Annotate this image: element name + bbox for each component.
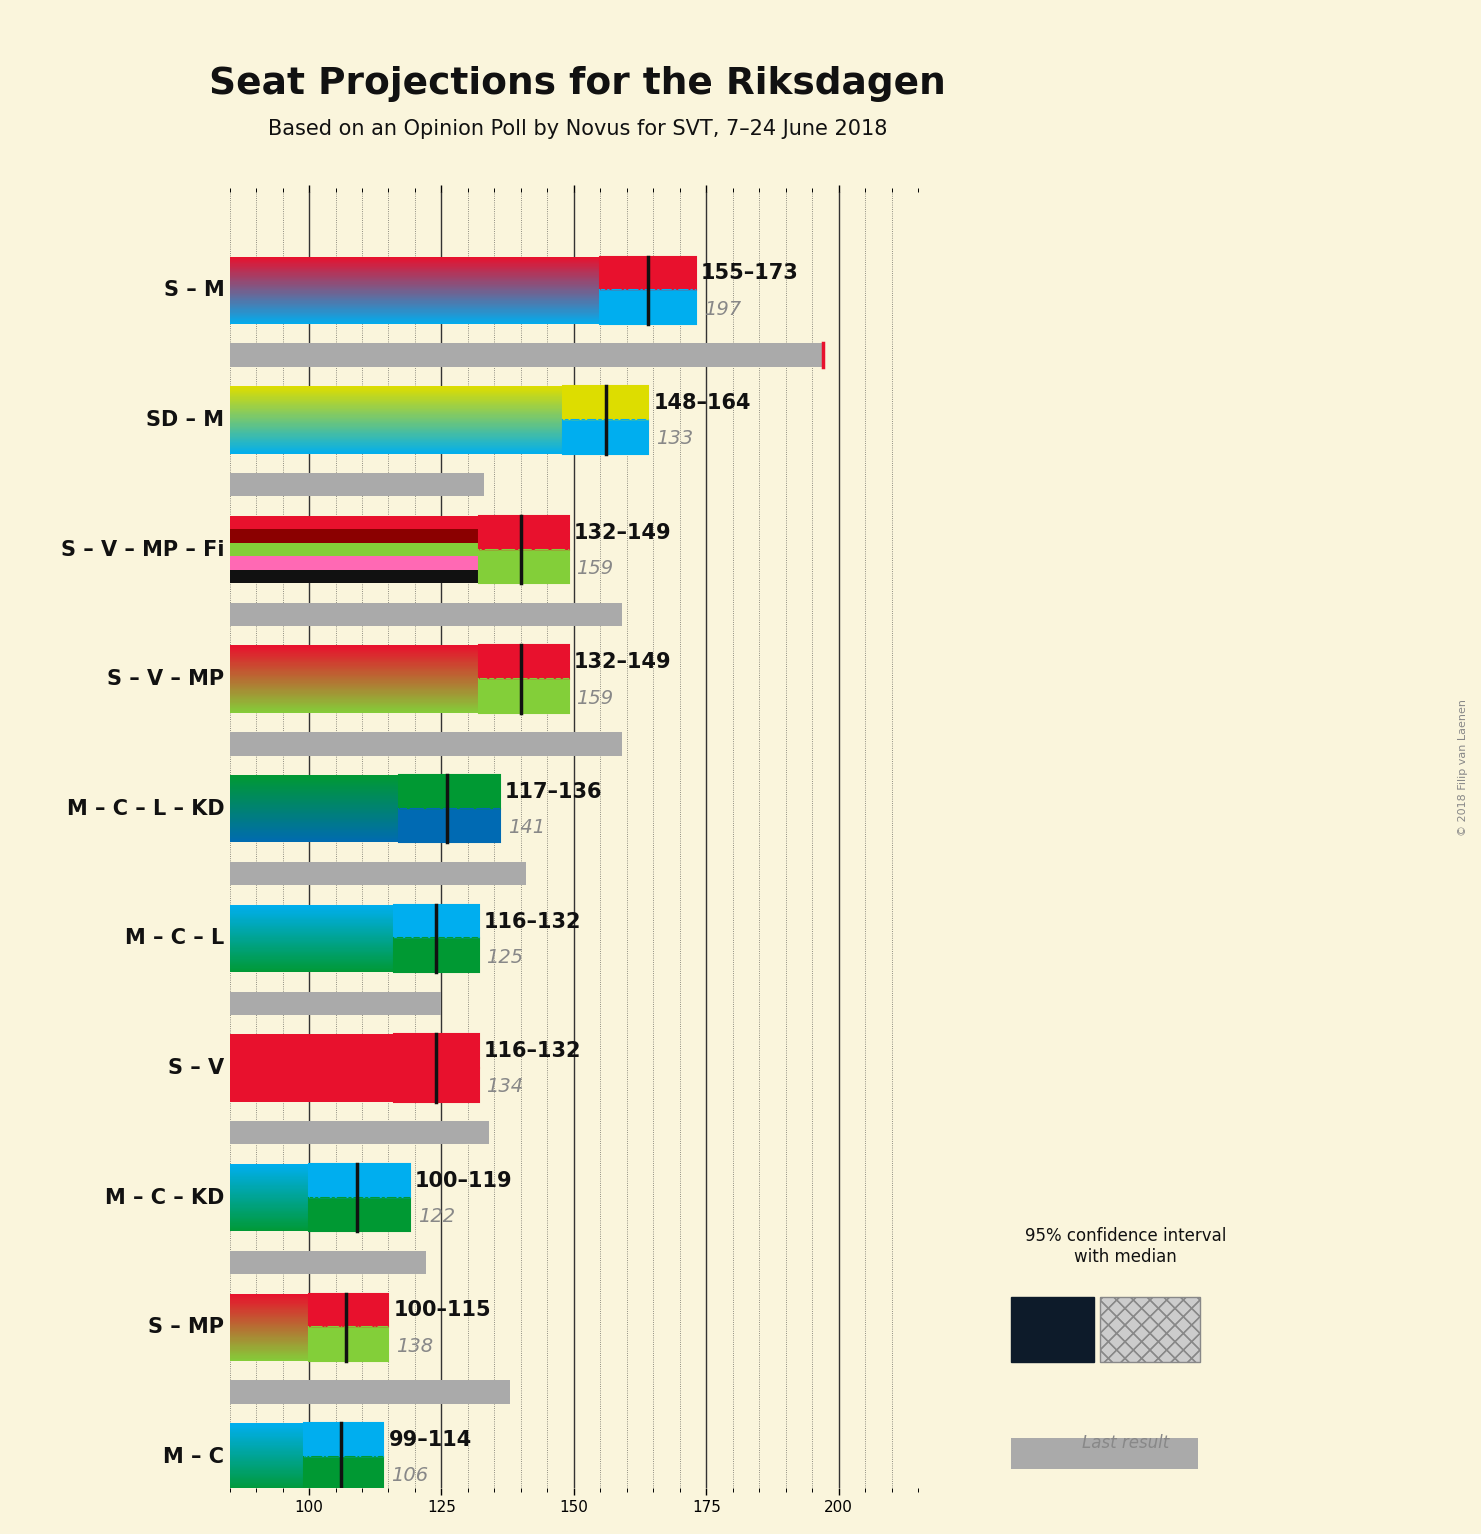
Bar [478,646,569,680]
Bar [230,529,569,543]
Bar [310,1198,410,1232]
Bar [398,775,499,808]
Text: S – M: S – M [163,281,224,301]
Text: S – V – MP: S – V – MP [107,669,224,689]
Bar [230,603,622,626]
Bar [230,569,569,583]
Bar [230,732,622,756]
Text: 159: 159 [576,689,613,707]
Bar [563,420,649,454]
Bar [230,515,569,529]
Text: 116–132: 116–132 [484,1042,582,1062]
Text: 125: 125 [486,948,524,966]
Bar [478,515,569,549]
Bar [563,387,649,420]
Bar [398,808,499,842]
Bar [310,1327,388,1361]
Text: 116–132: 116–132 [484,911,582,931]
Bar [304,1424,384,1457]
Bar [310,1198,410,1232]
Text: 134: 134 [486,1077,524,1097]
Bar [230,1034,478,1101]
Text: 133: 133 [656,430,693,448]
Text: 155–173: 155–173 [701,264,798,284]
Text: 95% confidence interval
with median: 95% confidence interval with median [1025,1227,1226,1266]
Bar [394,939,478,973]
Text: S – V – MP – Fi: S – V – MP – Fi [61,540,224,560]
Bar [230,1381,511,1404]
Bar [478,549,569,583]
Bar [600,256,696,290]
Bar [398,775,499,808]
Bar [230,472,484,497]
Text: 141: 141 [508,818,545,838]
Bar [394,1068,478,1101]
Bar [600,256,696,290]
Bar [394,1034,478,1068]
Bar [230,1121,489,1144]
Bar [478,680,569,713]
Bar [304,1457,384,1491]
Text: 117–136: 117–136 [505,782,603,802]
Bar [394,1034,478,1068]
Bar [398,808,499,842]
Bar [230,862,526,885]
Bar [478,680,569,713]
Bar [600,290,696,324]
Bar [310,1293,388,1327]
Text: 100–119: 100–119 [415,1170,512,1190]
Text: S – MP: S – MP [148,1318,224,1338]
Text: 138: 138 [397,1336,434,1356]
Text: 100–115: 100–115 [394,1301,492,1321]
Text: 148–164: 148–164 [653,393,751,413]
Bar [394,905,478,939]
Text: M – C – L – KD: M – C – L – KD [67,799,224,819]
Text: M – C: M – C [163,1447,224,1467]
Bar [230,991,441,1016]
Text: S – V: S – V [169,1058,224,1078]
Bar [1100,1298,1200,1362]
Bar [230,1509,341,1534]
Bar [230,344,823,367]
Text: 122: 122 [418,1207,455,1226]
Bar [600,290,696,324]
Text: M – C – KD: M – C – KD [105,1187,224,1207]
Text: 159: 159 [576,558,613,578]
Bar [304,1457,384,1491]
Bar [478,549,569,583]
Text: © 2018 Filip van Laenen: © 2018 Filip van Laenen [1459,698,1468,836]
Bar [394,905,478,939]
Text: 132–149: 132–149 [575,652,671,672]
Text: 99–114: 99–114 [388,1430,472,1450]
Bar [310,1164,410,1198]
Bar [304,1424,384,1457]
Text: Based on an Opinion Poll by Novus for SVT, 7–24 June 2018: Based on an Opinion Poll by Novus for SV… [268,118,887,140]
Text: SD – M: SD – M [147,410,224,430]
Bar [478,515,569,549]
Text: Seat Projections for the Riksdagen: Seat Projections for the Riksdagen [209,66,946,103]
Bar [230,557,569,569]
Bar [230,543,569,557]
Bar [563,387,649,420]
Bar [230,1250,425,1275]
Bar [394,1068,478,1101]
Bar [1012,1439,1198,1470]
Bar [310,1293,388,1327]
Bar [310,1164,410,1198]
Text: Last result: Last result [1083,1434,1169,1453]
Text: 106: 106 [391,1467,428,1485]
Bar [1012,1298,1094,1362]
Bar [478,646,569,680]
Bar [310,1327,388,1361]
Bar [563,420,649,454]
Text: 132–149: 132–149 [575,523,671,543]
Text: M – C – L: M – C – L [124,928,224,948]
Bar [394,939,478,973]
Bar [1100,1298,1200,1362]
Text: 197: 197 [703,299,740,319]
